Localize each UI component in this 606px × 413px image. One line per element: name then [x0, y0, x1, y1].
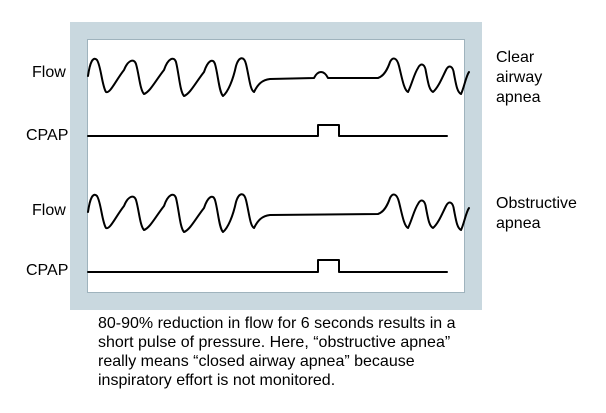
flow-trace-bottom: [87, 193, 470, 233]
flow-trace-top: [87, 57, 470, 97]
annotation-line: Obstructive: [496, 195, 577, 212]
trace-panel: [87, 39, 465, 293]
flow-label-bottom: Flow: [32, 202, 66, 219]
caption-line: short pulse of pressure. Here, “obstruct…: [98, 334, 451, 351]
caption-line: really means “closed airway apnea” becau…: [98, 353, 415, 370]
caption-line: inspiratory effort is not monitored.: [98, 372, 336, 389]
chart-frame: [70, 22, 482, 310]
figure-caption: 80-90% reduction in flow for 6 seconds r…: [98, 314, 518, 390]
annotation-line: airway: [496, 69, 543, 86]
annotation-line: apnea: [496, 215, 541, 232]
cpap-label-top: CPAP: [26, 127, 69, 144]
caption-line: 80-90% reduction in flow for 6 seconds r…: [98, 315, 456, 332]
cpap-trace-top: [87, 124, 448, 137]
cpap-label-bottom: CPAP: [26, 262, 69, 279]
cpap-trace-bottom: [87, 259, 448, 273]
flow-label-top: Flow: [32, 64, 66, 81]
annotation-line: apnea: [496, 89, 541, 106]
annotation-clear-airway-apnea: Clear airway apnea: [496, 48, 542, 108]
annotation-obstructive-apnea: Obstructive apnea: [496, 194, 577, 234]
annotation-line: Clear: [496, 49, 535, 66]
